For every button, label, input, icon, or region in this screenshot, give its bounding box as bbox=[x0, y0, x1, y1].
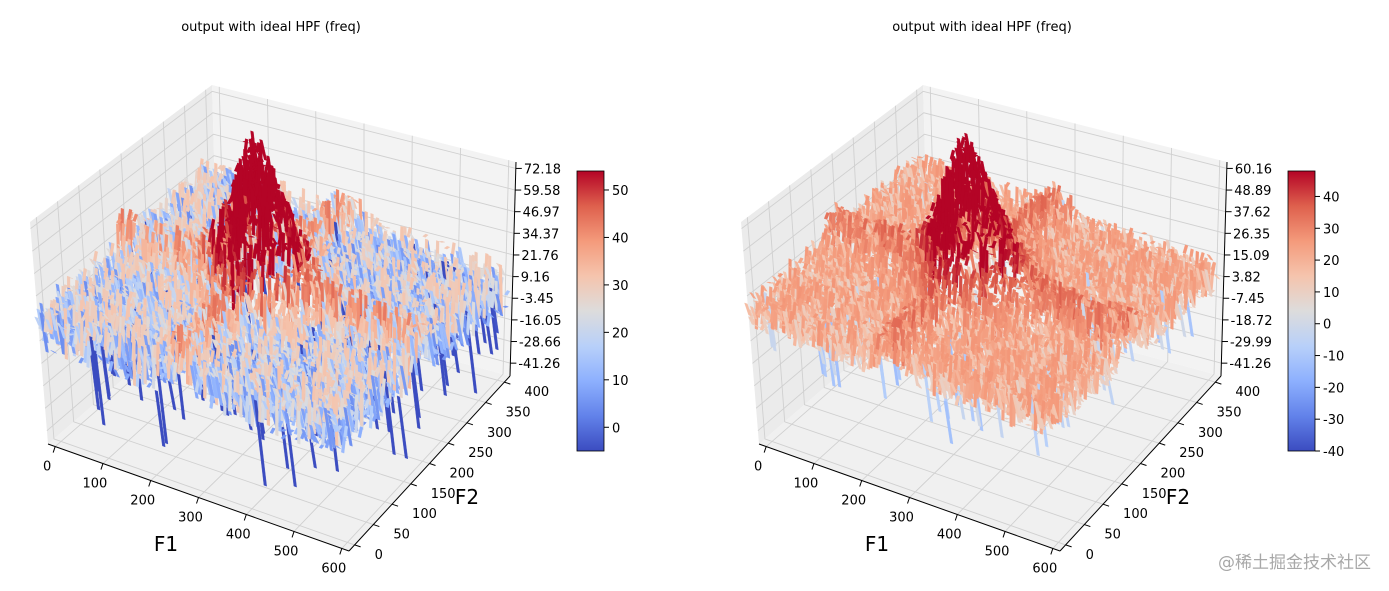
surface-cell bbox=[220, 164, 226, 172]
surface-cell bbox=[452, 259, 459, 267]
surface-cell bbox=[502, 305, 510, 308]
chart-title: output with ideal HPF (freq) bbox=[181, 20, 361, 35]
surface-cell bbox=[443, 245, 451, 250]
grid-line-z bbox=[35, 155, 515, 297]
surface-cell bbox=[406, 226, 412, 238]
surface-cell bbox=[347, 214, 355, 228]
grid-line-z bbox=[30, 90, 516, 230]
surface-cell bbox=[341, 204, 350, 225]
surface-cell bbox=[495, 293, 504, 317]
surface-cell bbox=[402, 251, 410, 259]
surface-cell bbox=[263, 296, 267, 335]
surface-cell bbox=[494, 280, 498, 319]
surface-cell bbox=[381, 227, 388, 232]
surface-cell bbox=[433, 261, 440, 264]
surface-cell bbox=[436, 252, 443, 258]
surface-cell bbox=[384, 226, 391, 229]
surface-cell bbox=[498, 263, 503, 315]
grid-line-z bbox=[32, 112, 516, 252]
surface-cell bbox=[217, 164, 224, 170]
surface-cell bbox=[208, 175, 215, 184]
surface-cell bbox=[429, 250, 436, 253]
surface-cell bbox=[291, 197, 299, 209]
surface-cell bbox=[439, 240, 445, 243]
surface-plot bbox=[34, 130, 511, 488]
surface-cell bbox=[353, 198, 360, 204]
surface-cell bbox=[217, 173, 224, 182]
surface-cell bbox=[351, 227, 357, 241]
surface-cell bbox=[286, 236, 291, 265]
surface-cell bbox=[238, 219, 243, 249]
grid-line-z bbox=[33, 133, 515, 274]
chart-panel-1: output with ideal HPF (freq)010020030040… bbox=[30, 20, 629, 576]
surface-cell bbox=[381, 230, 388, 242]
surface-cell bbox=[504, 290, 511, 296]
surface-cell bbox=[490, 290, 496, 309]
surface-cell bbox=[422, 233, 429, 238]
surface-cell bbox=[392, 355, 397, 392]
surface-cell bbox=[493, 309, 500, 314]
surface-cell bbox=[485, 267, 493, 282]
surface-cell bbox=[451, 302, 455, 334]
surface-cell bbox=[219, 186, 227, 200]
surface-cell bbox=[336, 201, 342, 211]
